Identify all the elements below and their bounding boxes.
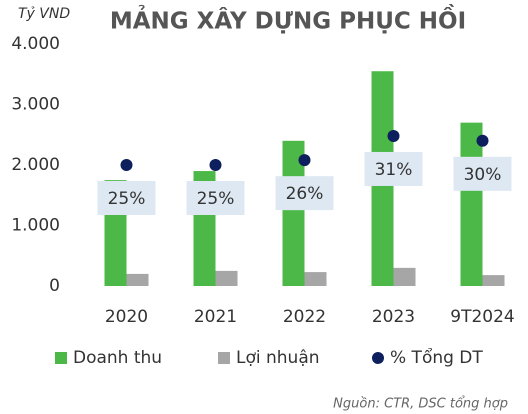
dot <box>476 134 489 147</box>
x-tick-label: 2020 <box>105 307 148 327</box>
data-label: 30% <box>464 165 502 185</box>
y-axis-label: Tỷ VND <box>18 6 70 22</box>
data-label: 25% <box>197 189 235 209</box>
bar <box>460 122 483 287</box>
legend-label: Doanh thu <box>73 348 162 368</box>
y-tick-label: 3.000 <box>11 95 60 115</box>
legend-swatch <box>372 352 384 364</box>
legend-swatch <box>55 352 67 364</box>
x-tick-label: 2023 <box>372 307 415 327</box>
data-label-box <box>275 176 334 211</box>
bar <box>126 273 149 286</box>
bar <box>304 272 327 286</box>
x-tick-label: 2022 <box>283 307 326 327</box>
chart-title: MẢNG XÂY DỰNG PHỤC HỒI <box>110 4 466 35</box>
legend-swatch <box>218 352 230 364</box>
data-label-box <box>186 181 245 215</box>
data-label: 31% <box>375 160 413 180</box>
dot <box>209 159 222 171</box>
bar <box>393 267 416 286</box>
x-tick-label: 9T2024 <box>450 307 514 327</box>
y-tick-label: 2.000 <box>11 155 60 175</box>
data-label: 25% <box>108 189 146 209</box>
legend-label: Lợi nhuận <box>236 348 320 368</box>
y-tick-label: 1.000 <box>11 216 60 236</box>
dot <box>120 159 133 171</box>
y-tick-label: 0 <box>49 276 60 296</box>
bar <box>215 270 238 286</box>
x-tick-label: 2021 <box>194 307 237 327</box>
y-tick-label: 4.000 <box>11 34 60 54</box>
data-label-box <box>453 156 512 191</box>
data-label: 26% <box>286 184 324 204</box>
data-label-box <box>97 181 156 215</box>
dot <box>387 129 400 142</box>
data-label-box <box>364 151 423 186</box>
legend-label: % Tổng DT <box>390 347 483 368</box>
bar <box>482 275 505 286</box>
dot <box>298 154 311 167</box>
source: Nguồn: CTR, DSC tổng hợp <box>333 397 508 412</box>
